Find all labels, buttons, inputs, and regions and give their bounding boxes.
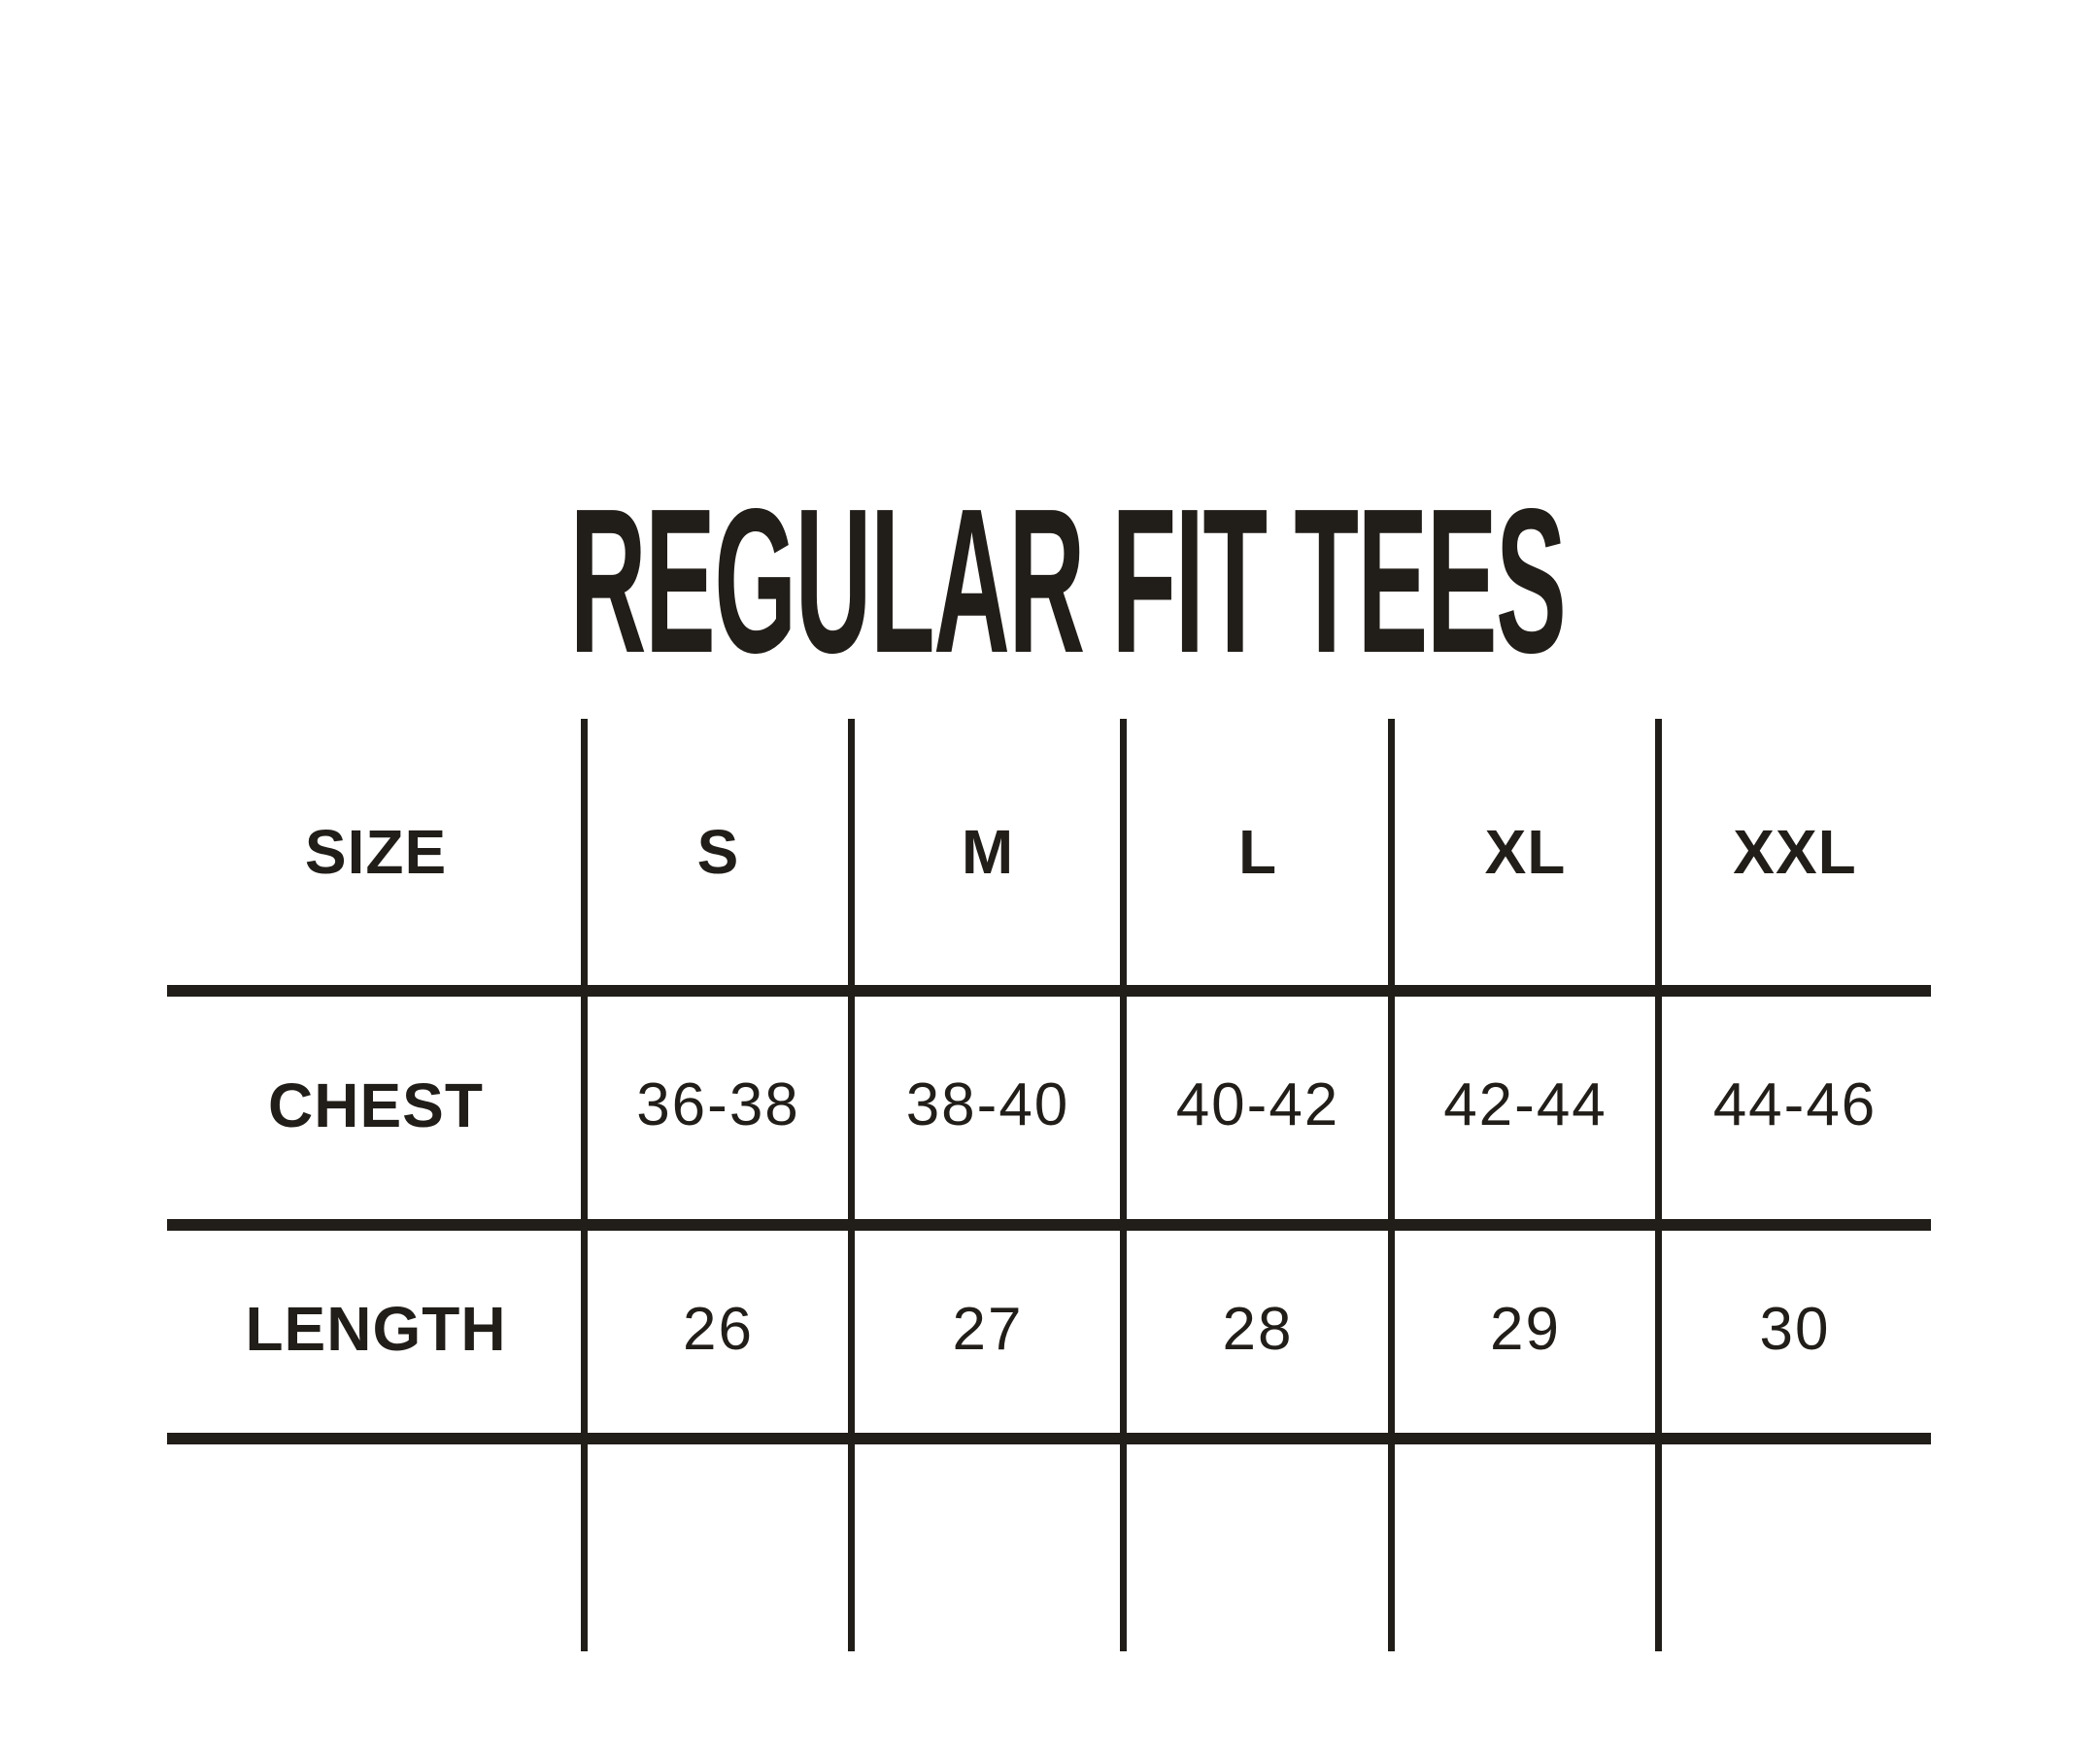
header-cell-m: M [961, 817, 1015, 887]
row-label-length: LENGTH [245, 1294, 507, 1364]
length-value-m: 27 [952, 1295, 1024, 1363]
vertical-divider-2 [848, 719, 855, 1651]
header-cell-size: SIZE [304, 817, 448, 887]
horizontal-rule-top [167, 985, 1931, 997]
page-title: REGULAR FIT TEES [569, 465, 1567, 695]
row-label-chest: CHEST [268, 1069, 484, 1140]
chest-value-xxl: 44-46 [1712, 1071, 1878, 1138]
chest-value-l: 40-42 [1175, 1071, 1340, 1138]
length-value-l: 28 [1222, 1295, 1294, 1363]
length-value-xl: 29 [1490, 1295, 1561, 1363]
vertical-divider-4 [1388, 719, 1395, 1651]
vertical-divider-5 [1655, 719, 1662, 1651]
horizontal-rule-bottom [167, 1433, 1931, 1444]
header-cell-xxl: XXL [1733, 817, 1857, 887]
table-row-length: LENGTH 26 27 28 29 30 [167, 1225, 1931, 1433]
horizontal-rule-middle [167, 1219, 1931, 1231]
header-cell-xl: XL [1484, 817, 1567, 887]
chest-value-xl: 42-44 [1443, 1071, 1607, 1138]
table-row-chest: CHEST 36-38 38-40 40-42 42-44 44-46 [167, 991, 1931, 1219]
table-header-row: SIZE S M L XL XXL [167, 719, 1931, 985]
length-value-xxl: 30 [1759, 1295, 1831, 1363]
header-cell-s: S [696, 817, 740, 887]
length-value-s: 26 [683, 1295, 754, 1363]
chest-value-s: 36-38 [636, 1071, 800, 1138]
vertical-divider-1 [581, 719, 588, 1651]
header-cell-l: L [1237, 817, 1278, 887]
vertical-divider-3 [1120, 719, 1127, 1651]
chest-value-m: 38-40 [905, 1071, 1070, 1138]
